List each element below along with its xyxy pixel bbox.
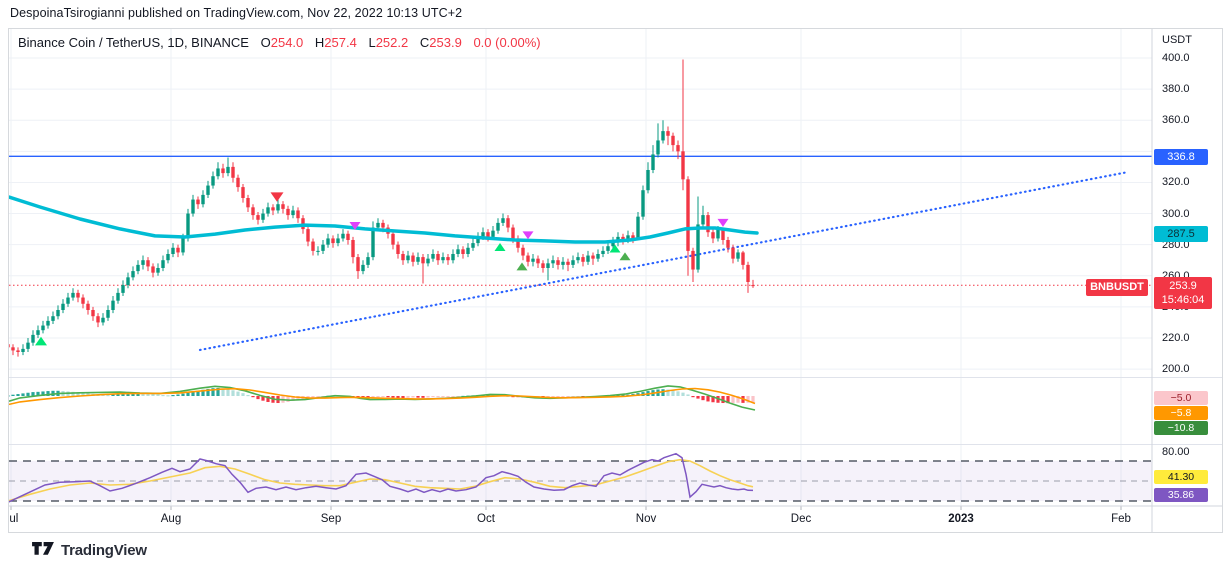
publisher-bar: DespoinaTsirogianni published on Trading… [10, 6, 463, 20]
sma-line [9, 195, 759, 244]
ohlc-close-value: 253.9 [429, 35, 462, 50]
level-price-badge: 336.8 [1154, 149, 1208, 165]
last-price-value: 253.9 [1169, 280, 1197, 292]
candlestick-series [9, 59, 755, 357]
ohlc-open-label: O [260, 35, 271, 50]
stoch-k-badge: 35.86 [1154, 488, 1208, 502]
time-tick: Feb [1111, 513, 1131, 525]
price-tick: 300.0 [1162, 207, 1190, 220]
macd-histogram-badge: −5.0 [1154, 391, 1208, 405]
time-tick: Aug [160, 513, 182, 525]
signal-markers [35, 192, 729, 346]
trendline [198, 170, 1130, 352]
price-tick: 380.0 [1162, 83, 1190, 96]
price-tick: 220.0 [1162, 331, 1190, 344]
tradingview-logo-text: TradingView [61, 542, 147, 559]
price-tick: 200.0 [1162, 363, 1190, 376]
bar-countdown: 15:46:04 [1161, 294, 1205, 306]
time-tick: Dec [790, 513, 812, 525]
time-tick: Jul [9, 513, 19, 525]
stoch-k-line [9, 452, 754, 503]
time-tick: 2023 [948, 513, 974, 525]
macd-line-badge: −5.8 [1154, 406, 1208, 420]
stoch-d-line [9, 458, 754, 502]
tradingview-logo[interactable]: TradingView [32, 542, 147, 559]
time-tick: Oct [477, 513, 495, 525]
ohlc-low-value: 252.2 [375, 35, 409, 50]
ohlc-low-label: L [368, 35, 376, 50]
macd-signal-badge: −10.8 [1154, 421, 1208, 435]
stoch-level-label: 80.00 [1162, 446, 1190, 458]
macd-signal-line [9, 387, 756, 406]
stoch-d-badge: 41.30 [1154, 470, 1208, 484]
price-axis-unit: USDT [1162, 34, 1192, 46]
ohlc-open-value: 254.0 [270, 35, 304, 50]
symbol-title: Binance Coin / TetherUS, 1D, BINANCE [18, 35, 249, 50]
symbol-header[interactable]: Binance Coin / TetherUS, 1D, BINANCE O25… [18, 35, 541, 50]
tradingview-logo-icon [32, 542, 54, 555]
last-price-badge: 253.9 15:46:04 [1154, 277, 1212, 309]
ma-price-badge: 287.5 [1154, 226, 1208, 242]
price-tick: 360.0 [1162, 114, 1190, 127]
time-tick: Nov [635, 513, 657, 525]
time-axis[interactable]: Jul Aug Sep Oct Nov Dec 2023 Feb [9, 507, 1151, 531]
change-value: 0.0 (0.00%) [473, 35, 541, 50]
price-tick: 400.0 [1162, 52, 1190, 64]
plot-area[interactable] [8, 59, 1152, 503]
time-tick: Sep [320, 513, 342, 525]
price-chart-canvas[interactable] [8, 28, 1223, 533]
ohlc-close-label: C [419, 35, 430, 50]
ohlc-high-label: H [314, 35, 325, 50]
ohlc-high-value: 257.4 [324, 35, 357, 50]
symbol-price-label-badge: BNBUSDT [1086, 279, 1148, 296]
price-tick: 320.0 [1162, 176, 1190, 189]
